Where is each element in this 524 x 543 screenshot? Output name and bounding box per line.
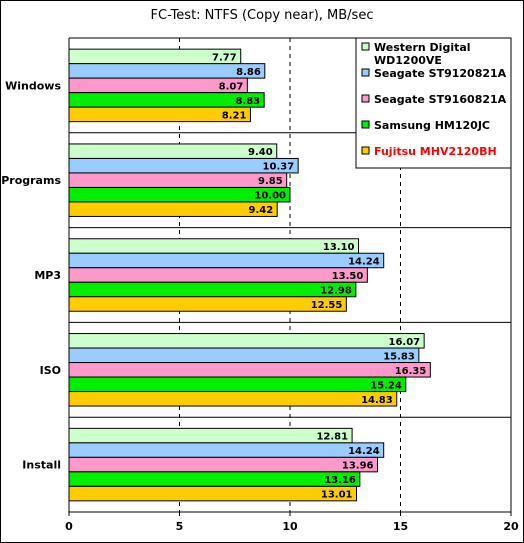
legend-swatch	[361, 146, 370, 155]
x-tick-label: 10	[282, 520, 298, 533]
bar	[68, 333, 425, 349]
legend-swatch	[361, 42, 370, 51]
bar-value-label: 13.01	[321, 490, 353, 501]
bar	[68, 281, 357, 298]
bar	[68, 456, 379, 473]
bar-value-label: 12.98	[320, 286, 352, 297]
bar	[68, 347, 420, 364]
bar	[68, 238, 360, 254]
bar-value-label: 12.55	[311, 300, 343, 311]
category-label: Programs	[1, 174, 61, 187]
bar-value-label: 8.07	[219, 81, 244, 92]
bar	[68, 143, 278, 159]
bar-value-label: 15.83	[383, 351, 415, 362]
bar-value-label: 10.37	[263, 162, 295, 173]
bar-value-label: 9.42	[248, 205, 273, 216]
legend-box	[355, 37, 512, 169]
bar	[68, 427, 353, 444]
bar-value-label: 9.40	[248, 147, 273, 158]
category-label: Windows	[5, 79, 61, 92]
bar-value-label: 8.86	[236, 67, 261, 78]
category-label: ISO	[40, 364, 61, 377]
legend-label: Seagate ST9160821A	[374, 93, 507, 106]
x-tick-label: 20	[503, 520, 519, 533]
category-label: Install	[22, 459, 61, 472]
legend-swatch	[361, 94, 370, 103]
bar-value-label: 13.16	[324, 475, 356, 486]
bar-value-label: 13.96	[342, 461, 374, 472]
x-tick-label: 0	[65, 520, 73, 533]
bar-value-label: 7.77	[212, 52, 237, 63]
bar-value-label: 14.24	[348, 446, 380, 457]
bar-value-label: 16.35	[395, 366, 427, 377]
bar-value-label: 14.24	[348, 257, 380, 268]
chart-title: FC-Test: NTFS (Copy near), MB/sec	[150, 8, 374, 23]
bar	[68, 201, 278, 217]
bar	[68, 376, 407, 393]
legend-label: Fujitsu MHV2120BH	[374, 145, 497, 158]
legend-swatch	[361, 120, 370, 129]
bar-value-label: 12.81	[316, 432, 348, 443]
bar	[68, 252, 385, 269]
legend-swatch	[361, 68, 370, 77]
bar-value-label: 13.50	[332, 271, 364, 282]
legend-label: Seagate ST9120821A	[374, 67, 507, 80]
bar-value-label: 8.21	[222, 110, 247, 121]
bar	[68, 485, 358, 502]
bar-value-label: 10.00	[254, 191, 286, 202]
bar	[68, 391, 398, 407]
bar-value-label: 9.85	[258, 176, 283, 187]
bar	[68, 362, 431, 378]
legend-label: Samsung HM120JC	[374, 119, 490, 132]
bar-value-label: 13.10	[323, 242, 355, 253]
x-tick-label: 15	[393, 520, 408, 533]
bar	[68, 296, 347, 312]
bar-value-label: 14.83	[361, 395, 393, 406]
category-label: MP3	[34, 269, 61, 282]
bar-value-label: 8.83	[235, 96, 260, 107]
x-tick-label: 5	[176, 520, 184, 533]
bar	[68, 442, 385, 458]
legend-label: Western Digital	[374, 41, 471, 54]
bar-value-label: 15.24	[370, 380, 402, 391]
legend-label: WD1200VE	[374, 54, 442, 67]
bar	[68, 267, 368, 283]
bar	[68, 172, 288, 188]
bar-value-label: 16.07	[389, 337, 421, 348]
bar	[68, 471, 361, 487]
